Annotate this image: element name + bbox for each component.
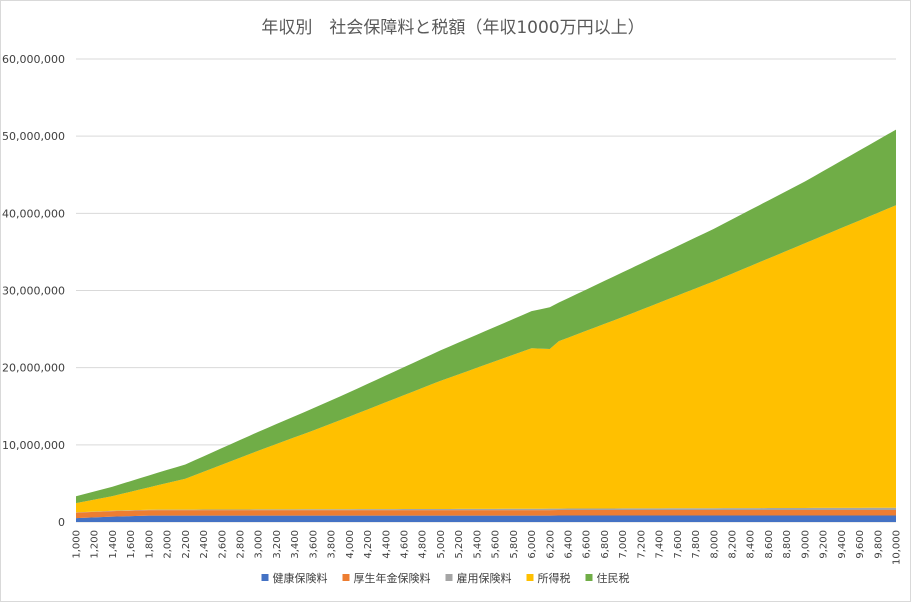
x-tick-label: 8,800 — [782, 530, 793, 559]
x-tick-label: 4,600 — [400, 530, 411, 559]
legend-label: 健康保険料 — [273, 571, 328, 585]
x-tick-label: 1,800 — [144, 530, 155, 559]
legend-swatch — [445, 574, 453, 581]
x-tick-label: 8,000 — [709, 530, 720, 559]
x-tick-label: 2,000 — [163, 530, 174, 559]
y-tick-label: 0 — [58, 516, 65, 529]
x-tick-label: 3,800 — [327, 530, 338, 559]
series-area-4 — [76, 205, 896, 513]
x-tick-label: 9,000 — [800, 530, 811, 559]
x-tick-label: 5,600 — [491, 530, 502, 559]
x-tick-label: 5,400 — [472, 530, 483, 559]
x-tick-label: 1,400 — [108, 530, 119, 559]
x-tick-label: 8,400 — [746, 530, 757, 559]
y-tick-label: 50,000,000 — [2, 130, 65, 143]
x-tick-label: 5,000 — [436, 530, 447, 559]
legend-swatch — [261, 574, 269, 581]
x-tick-label: 10,000 — [892, 530, 903, 565]
x-tick-label: 7,800 — [691, 530, 702, 559]
x-tick-label: 8,600 — [764, 530, 775, 559]
x-tick-label: 9,400 — [837, 530, 848, 559]
legend-label: 住民税 — [597, 571, 630, 585]
series-area-1 — [76, 515, 896, 522]
x-tick-label: 8,200 — [728, 530, 739, 559]
x-tick-label: 6,600 — [582, 530, 593, 559]
legend-label: 所得税 — [538, 571, 571, 585]
x-tick-label: 3,400 — [290, 530, 301, 559]
x-tick-label: 9,800 — [873, 530, 884, 559]
x-tick-label: 2,400 — [199, 530, 210, 559]
x-tick-label: 4,000 — [345, 530, 356, 559]
x-tick-label: 4,800 — [418, 530, 429, 559]
x-tick-label: 3,600 — [308, 530, 319, 559]
x-tick-label: 6,000 — [527, 530, 538, 559]
legend-swatch — [585, 574, 593, 581]
x-tick-label: 2,200 — [181, 530, 192, 559]
x-tick-label: 6,800 — [600, 530, 611, 559]
x-tick-label: 3,200 — [272, 530, 283, 559]
legend-label: 厚生年金保険料 — [354, 571, 431, 585]
series-area-3 — [76, 507, 896, 513]
legend-entry: 所得税 — [526, 571, 571, 585]
x-tick-label: 4,400 — [381, 530, 392, 559]
legend-entry: 住民税 — [585, 571, 630, 585]
x-tick-label: 6,400 — [564, 530, 575, 559]
y-tick-label: 10,000,000 — [2, 439, 65, 452]
x-tick-label: 7,400 — [655, 530, 666, 559]
plot-area — [76, 129, 896, 522]
legend-entry: 健康保険料 — [261, 571, 328, 585]
y-tick-label: 20,000,000 — [2, 362, 65, 375]
x-axis: 1,000 1,200 1,400 1,600 1,800 2,000 2,200 2,400… — [72, 530, 903, 565]
x-tick-label: 5,200 — [454, 530, 465, 559]
x-tick-label: 2,800 — [236, 530, 247, 559]
x-tick-label: 7,600 — [673, 530, 684, 559]
legend-swatch — [526, 574, 534, 581]
x-tick-label: 6,200 — [545, 530, 556, 559]
y-tick-label: 60,000,000 — [2, 53, 65, 66]
x-tick-label: 9,200 — [819, 530, 830, 559]
chart-title: 年収別 社会保障料と税額（年収1000万円以上） — [261, 18, 644, 38]
legend-entry: 厚生年金保険料 — [342, 571, 431, 585]
legend-entry: 雇用保険料 — [445, 571, 512, 585]
x-tick-label: 7,000 — [618, 530, 629, 559]
series-area-2 — [76, 510, 896, 519]
y-tick-label: 30,000,000 — [2, 285, 65, 298]
legend: 健康保険料 厚生年金保険料 雇用保険料 所得税 住民税 — [261, 571, 630, 585]
x-tick-label: 1,600 — [126, 530, 137, 559]
x-tick-label: 1,000 — [72, 530, 83, 559]
x-tick-label: 4,200 — [363, 530, 374, 559]
x-tick-label: 3,000 — [254, 530, 265, 559]
legend-label: 雇用保険料 — [457, 571, 512, 585]
x-tick-label: 9,600 — [855, 530, 866, 559]
y-axis: 0 10,000,000 20,000,000 30,000,000 40,000,00… — [2, 53, 65, 529]
legend-swatch — [342, 574, 350, 581]
x-tick-label: 2,600 — [217, 530, 228, 559]
x-tick-label: 5,800 — [509, 530, 520, 559]
y-tick-label: 40,000,000 — [2, 207, 65, 220]
x-tick-label: 7,200 — [636, 530, 647, 559]
x-tick-label: 1,200 — [90, 530, 101, 559]
